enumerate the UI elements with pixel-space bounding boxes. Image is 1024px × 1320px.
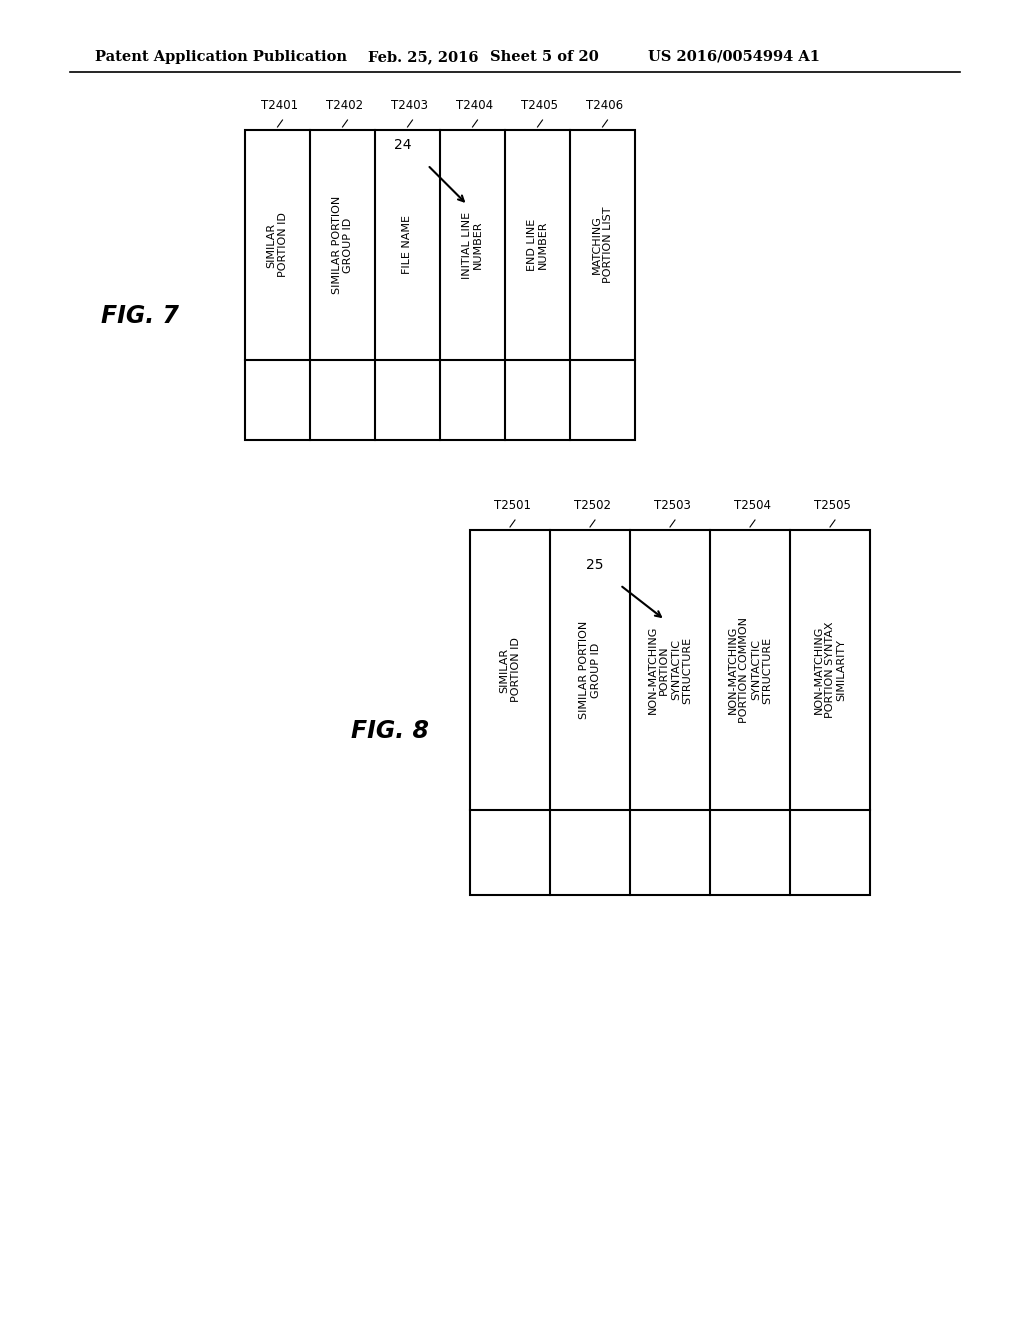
Text: FILE NAME: FILE NAME [402,215,413,275]
Text: NON-MATCHING
PORTION SYNTAX
SIMILARITY: NON-MATCHING PORTION SYNTAX SIMILARITY [813,622,847,718]
Text: T2503: T2503 [653,499,690,512]
Text: T2501: T2501 [494,499,530,512]
Text: T2404: T2404 [456,99,494,112]
Text: T2402: T2402 [326,99,364,112]
Text: US 2016/0054994 A1: US 2016/0054994 A1 [648,50,820,63]
Text: T2406: T2406 [586,99,623,112]
Text: FIG. 8: FIG. 8 [351,719,429,743]
Text: SIMILAR PORTION
GROUP ID: SIMILAR PORTION GROUP ID [580,620,601,719]
Text: NON-MATCHING
PORTION COMMON
SYNTACTIC
STRUCTURE: NON-MATCHING PORTION COMMON SYNTACTIC ST… [728,616,772,723]
Text: T2401: T2401 [261,99,298,112]
Text: T2504: T2504 [733,499,770,512]
Bar [470,531,870,895]
Bar [245,129,635,440]
Text: T2502: T2502 [573,499,610,512]
Text: 25: 25 [587,558,604,572]
Text: T2405: T2405 [521,99,558,112]
Text: INITIAL LINE
NUMBER: INITIAL LINE NUMBER [462,211,483,279]
Text: 24: 24 [394,139,412,152]
Text: T2505: T2505 [813,499,851,512]
Text: MATCHING
PORTION LIST: MATCHING PORTION LIST [592,207,613,284]
Text: T2403: T2403 [391,99,428,112]
Text: SIMILAR
PORTION ID: SIMILAR PORTION ID [500,638,521,702]
Text: NON-MATCHING
PORTION
SYNTACTIC
STRUCTURE: NON-MATCHING PORTION SYNTACTIC STRUCTURE [647,626,692,714]
Text: SIMILAR
PORTION ID: SIMILAR PORTION ID [266,213,289,277]
Text: Patent Application Publication: Patent Application Publication [95,50,347,63]
Text: Sheet 5 of 20: Sheet 5 of 20 [490,50,599,63]
Text: SIMILAR PORTION
GROUP ID: SIMILAR PORTION GROUP ID [332,195,353,294]
Text: END LINE
NUMBER: END LINE NUMBER [526,219,548,271]
Text: Feb. 25, 2016: Feb. 25, 2016 [368,50,478,63]
Text: FIG. 7: FIG. 7 [101,304,179,327]
